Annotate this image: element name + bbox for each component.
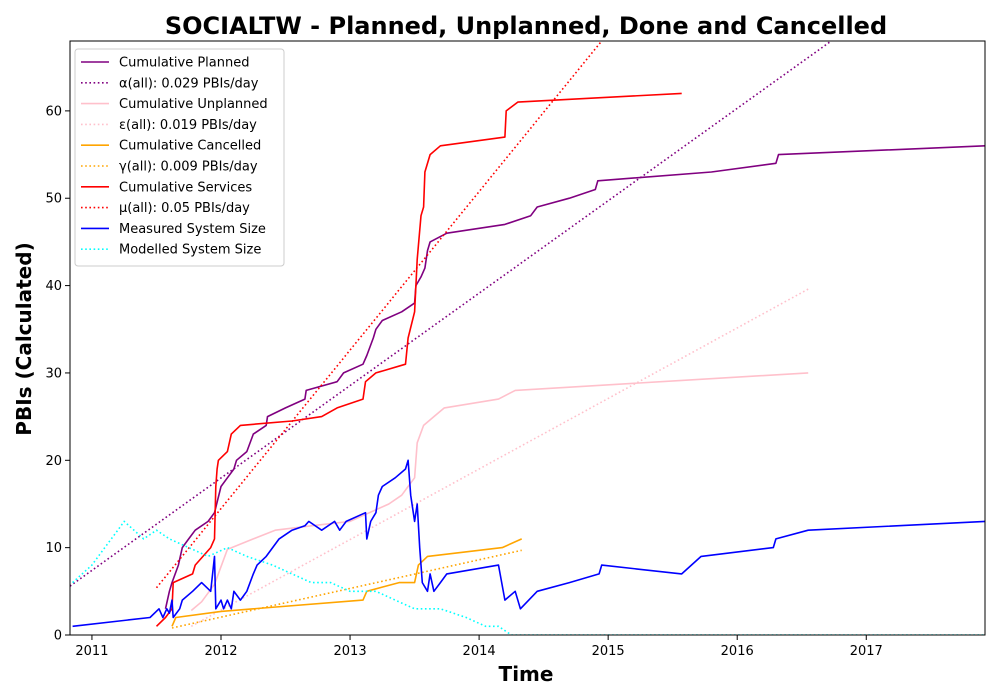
legend-label-7: μ(all): 0.05 PBIs/day (119, 201, 250, 216)
y-tick-label-4: 40 (45, 279, 62, 294)
legend-label-4: Cumulative Cancelled (119, 139, 261, 154)
x-tick-label-5: 2016 (721, 644, 754, 659)
x-axis-ticks: 2011 2012 2013 2014 2015 2016 2017 (75, 635, 883, 659)
series-line-4 (171, 538, 523, 627)
legend-label-1: α(all): 0.029 PBIs/day (119, 76, 259, 91)
series-line-9 (72, 520, 985, 635)
y-tick-label-1: 10 (45, 541, 62, 556)
legend-label-5: γ(all): 0.009 PBIs/day (119, 160, 258, 175)
series-line-5 (171, 549, 522, 629)
chart-title: SOCIALTW - Planned, Unplanned, Done and … (165, 12, 887, 40)
plot-series (70, 41, 985, 635)
y-tick-label-3: 30 (45, 366, 62, 381)
legend-label-9: Modelled System Size (119, 243, 261, 258)
x-axis-label: Time (499, 662, 554, 686)
y-axis-ticks: 0 10 20 30 40 50 60 (45, 104, 70, 644)
series-line-0 (164, 145, 985, 609)
legend-label-8: Measured System Size (119, 222, 266, 237)
y-tick-label-0: 0 (54, 629, 62, 644)
series-line-2 (190, 372, 809, 612)
x-tick-label-2: 2013 (334, 644, 367, 659)
series-line-6 (155, 92, 682, 627)
legend: Cumulative Planned α(all): 0.029 PBIs/day… (74, 48, 285, 267)
x-tick-label-6: 2017 (850, 644, 883, 659)
series-line-8 (72, 459, 985, 628)
plot-frame (69, 40, 986, 636)
x-tick-label-1: 2012 (204, 644, 237, 659)
y-tick-label-6: 60 (45, 104, 62, 119)
y-axis-label: PBIs (Calculated) (12, 242, 36, 435)
legend-label-3: ε(all): 0.019 PBIs/day (119, 118, 257, 133)
legend-label-6: Cumulative Services (119, 180, 252, 195)
y-tick-label-5: 50 (45, 192, 62, 207)
y-tick-label-2: 20 (45, 454, 62, 469)
x-tick-label-3: 2014 (463, 644, 496, 659)
legend-label-0: Cumulative Planned (119, 56, 249, 71)
legend-label-2: Cumulative Unplanned (119, 97, 268, 112)
legend-box (74, 48, 285, 267)
x-tick-label-0: 2011 (75, 644, 108, 659)
x-tick-label-4: 2015 (592, 644, 625, 659)
